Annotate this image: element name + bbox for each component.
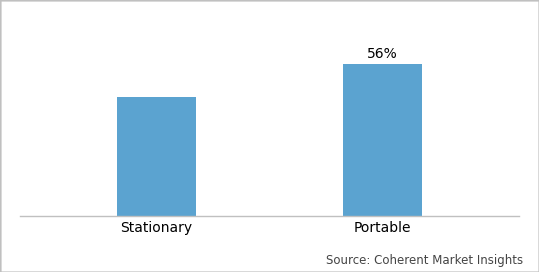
Bar — [343, 64, 423, 217]
Bar — [116, 97, 196, 217]
Text: 56%: 56% — [368, 47, 398, 61]
Text: Source: Coherent Market Insights: Source: Coherent Market Insights — [326, 254, 523, 267]
